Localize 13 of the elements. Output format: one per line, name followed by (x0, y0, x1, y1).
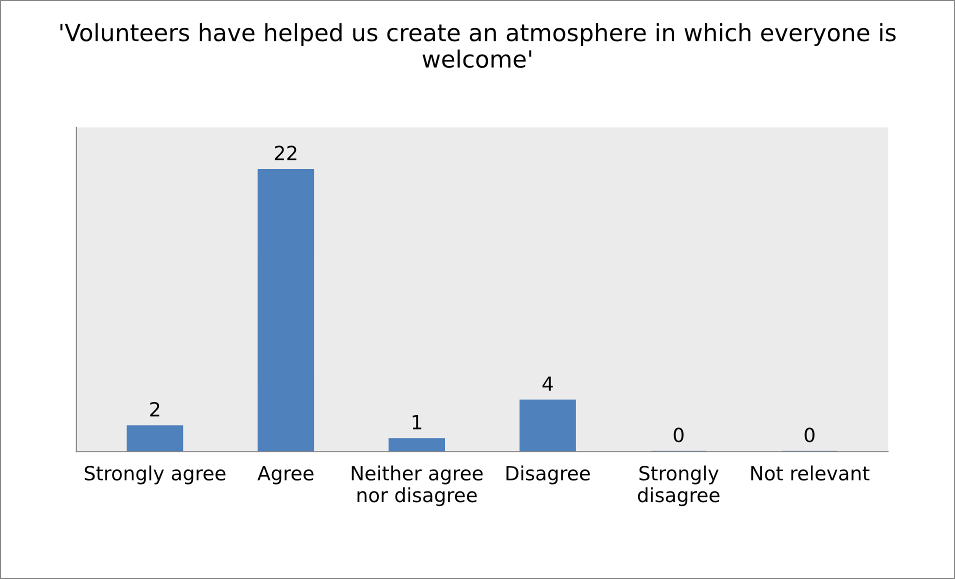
x-tick-label: Strongly disagree (638, 466, 720, 506)
data-label: 22 (274, 146, 296, 160)
x-tick-label: Disagree (506, 466, 590, 484)
data-label: 0 (674, 428, 684, 442)
x-tick-label: Not relevant (751, 466, 870, 481)
x-tick-label: Neither agree nor disagree (352, 466, 483, 506)
data-label: 2 (150, 402, 160, 416)
data-label: 4 (542, 376, 553, 391)
data-label: 0 (804, 428, 814, 442)
chart-title: 'Volunteers have helped us create an atmosphere in which everyone is welcome' (60, 23, 896, 68)
data-label: 1 (412, 415, 422, 430)
x-tick-label: Agree (257, 466, 314, 484)
x-tick-label: Strongly agree (84, 466, 226, 484)
